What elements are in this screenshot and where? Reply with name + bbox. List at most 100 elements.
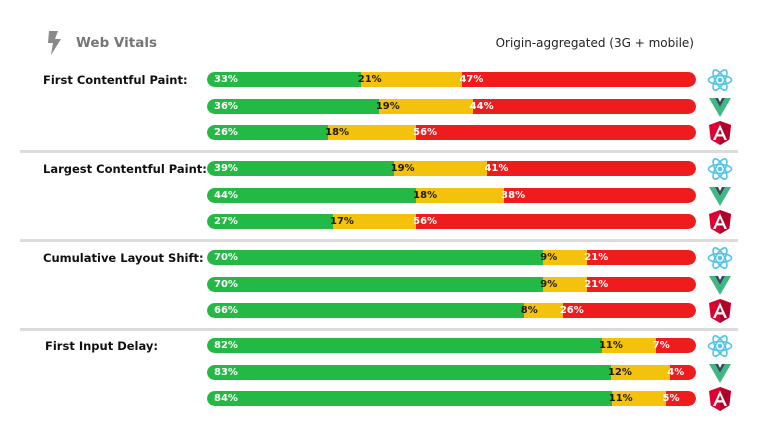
data-label: 27% [214,216,238,227]
good-segment: 66% [207,303,530,318]
react-logo-icon [707,245,733,271]
vue-logo-icon [707,94,733,120]
needs-improvement-segment: 11% [599,338,662,353]
chart-subtitle: Origin-aggregated (3G + mobile) [495,36,694,50]
section-divider [20,328,738,331]
poor-segment: 26% [560,303,696,318]
needs-improvement-segment: 11% [609,391,672,406]
data-label: 9% [540,278,558,290]
metric-label: First Contentful Paint: [43,73,188,87]
good-segment: 70% [207,250,550,265]
data-label: 5% [662,393,680,404]
poor-segment: 4% [667,364,696,380]
data-label: 84% [214,393,238,404]
data-label: 26% [559,305,584,316]
metric-label: Cumulative Layout Shift: [43,251,204,265]
stacked-bar-vue: 70% 9% 21% [207,276,696,292]
data-label: 26% [214,127,238,138]
stacked-bar-react: 70% 9% 21% [207,250,696,265]
data-label: 83% [214,366,238,378]
data-label: 38% [501,189,526,201]
good-segment: 36% [207,98,385,114]
good-segment: 83% [207,364,617,380]
brand-title: Web Vitals [76,35,157,51]
good-segment: 39% [207,161,400,176]
good-segment: 84% [207,391,618,406]
data-label: 4% [667,366,685,378]
poor-segment: 47% [459,72,696,87]
data-label: 21% [584,252,609,263]
data-label: 44% [214,189,238,201]
needs-improvement-segment: 18% [413,187,511,203]
data-label: 18% [325,127,350,138]
data-label: 56% [413,127,438,138]
stacked-bar-react: 39% 19% 41% [207,161,696,176]
needs-improvement-segment: 19% [391,161,494,176]
react-logo-icon [707,67,733,93]
needs-improvement-segment: 9% [540,250,594,265]
stacked-bar-angular: 66% 8% 26% [207,303,696,318]
angular-logo-icon [707,386,733,412]
data-label: 21% [357,74,382,85]
data-label: 66% [214,305,238,316]
vue-logo-icon [707,272,733,298]
lightning-bolt-icon [48,31,61,55]
data-label: 7% [652,340,670,351]
data-label: 36% [214,100,238,112]
section-divider [20,239,738,242]
data-label: 11% [608,393,633,404]
angular-logo-icon [707,298,733,324]
header: Web Vitals Origin-aggregated (3G + mobil… [0,0,760,58]
poor-segment: 7% [653,338,696,353]
data-label: 33% [214,74,238,85]
metric-label: First Input Delay: [45,339,158,353]
data-label: 11% [598,340,623,351]
good-segment: 44% [207,187,423,203]
needs-improvement-segment: 8% [521,303,569,318]
data-label: 12% [607,366,632,378]
needs-improvement-segment: 18% [325,125,423,140]
poor-segment: 21% [584,276,696,292]
needs-improvement-segment: 12% [608,364,677,380]
stacked-bar-angular: 26% 18% 56% [207,125,696,140]
angular-logo-icon [707,209,733,235]
good-segment: 26% [207,125,335,140]
poor-segment: 56% [413,214,696,229]
metric-label: Largest Contentful Paint: [43,162,207,176]
good-segment: 70% [207,276,550,292]
data-label: 19% [390,163,415,174]
vue-logo-icon [707,360,733,386]
stacked-bar-vue: 44% 18% 38% [207,187,696,203]
good-segment: 27% [207,214,340,229]
data-label: 8% [520,305,538,316]
data-label: 47% [459,74,484,85]
data-label: 70% [214,252,238,263]
data-label: 41% [484,163,509,174]
react-logo-icon [707,333,733,359]
section-divider [20,150,738,153]
stacked-bar-angular: 84% 11% 5% [207,391,696,406]
stacked-bar-react: 82% 11% 7% [207,338,696,353]
stacked-bar-vue: 83% 12% 4% [207,364,696,380]
data-label: 44% [469,100,494,112]
stacked-bar-react: 33% 21% 47% [207,72,696,87]
needs-improvement-segment: 17% [330,214,423,229]
data-label: 82% [214,340,238,351]
angular-logo-icon [707,120,733,146]
poor-segment: 56% [413,125,696,140]
data-label: 39% [214,163,238,174]
good-segment: 82% [207,338,608,353]
stacked-bar-angular: 27% 17% 56% [207,214,696,229]
vue-logo-icon [707,183,733,209]
data-label: 19% [375,100,400,112]
data-label: 18% [413,189,438,201]
react-logo-icon [707,156,733,182]
data-label: 56% [413,216,438,227]
needs-improvement-segment: 19% [376,98,479,114]
data-label: 9% [540,252,558,263]
poor-segment: 38% [501,187,696,203]
poor-segment: 41% [484,161,696,176]
needs-improvement-segment: 9% [540,276,594,292]
stacked-bar-vue: 36% 19% 44% [207,98,696,114]
poor-segment: 44% [470,98,696,114]
